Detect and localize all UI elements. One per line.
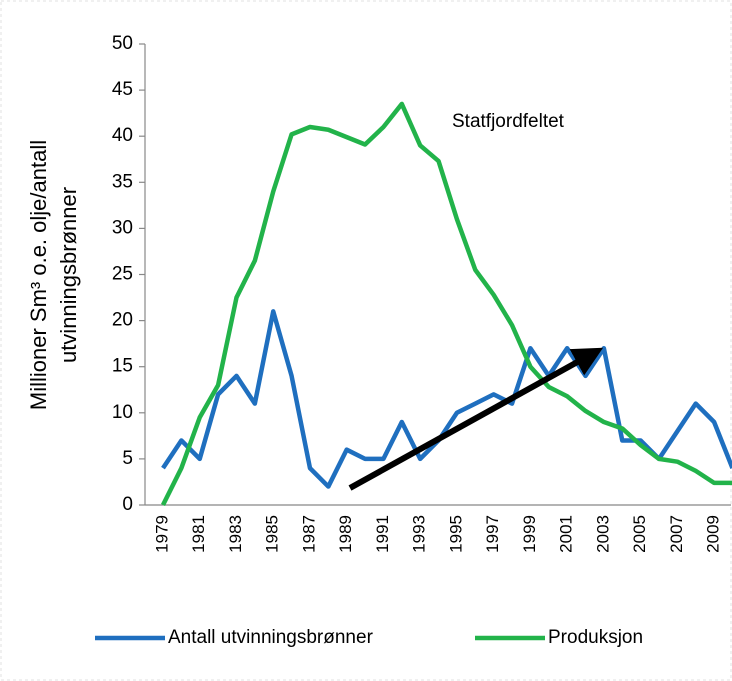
x-tick-label: 1999 bbox=[520, 515, 539, 553]
x-tick-label: 1993 bbox=[410, 515, 429, 553]
y-tick-label: 20 bbox=[112, 310, 133, 331]
y-tick-label: 50 bbox=[112, 33, 133, 54]
y-tick-label: 30 bbox=[112, 217, 133, 238]
annotation: Statfjordfeltet bbox=[452, 111, 565, 132]
x-tick-label: 2009 bbox=[704, 515, 723, 553]
y-tick-label: 10 bbox=[112, 402, 133, 423]
y-tick-label: 45 bbox=[112, 79, 133, 100]
x-tick-label: 2007 bbox=[667, 515, 686, 553]
y-tick-label: 35 bbox=[112, 171, 133, 192]
x-tick-label: 1997 bbox=[483, 515, 502, 553]
x-tick-label: 1983 bbox=[226, 515, 245, 553]
x-tick-label: 2001 bbox=[557, 515, 576, 553]
legend-label: Antall utvinningsbrønner bbox=[168, 627, 374, 648]
legend-label: Produksjon bbox=[548, 627, 643, 648]
x-tick-label: 1991 bbox=[373, 515, 392, 553]
x-tick-label: 1989 bbox=[336, 515, 355, 553]
trend-arrow bbox=[348, 347, 604, 491]
plot: 0 5 10 15 20 25 30 35 40 45 50 1979 1981 1983 1985 1987… bbox=[95, 33, 732, 648]
x-tick-label: 2003 bbox=[593, 515, 612, 553]
y-axis-title: Millioner Sm³ o.e. olje/antall bbox=[26, 140, 51, 410]
y-tick-label: 5 bbox=[122, 448, 133, 469]
data-line bbox=[161, 309, 732, 489]
x-tick-label: 1995 bbox=[446, 515, 465, 553]
y-tick-label: 0 bbox=[122, 494, 133, 515]
y-tick-label: 40 bbox=[112, 125, 133, 146]
data-line bbox=[160, 101, 732, 507]
x-tick-label: 2005 bbox=[630, 515, 649, 553]
x-tick-label: 1981 bbox=[189, 515, 208, 553]
y-axis-title: utvinningsbrønner bbox=[56, 187, 81, 363]
x-tick-label: 1985 bbox=[263, 515, 282, 553]
y-tick-label: 15 bbox=[112, 356, 133, 377]
x-tick-label: 1979 bbox=[152, 515, 171, 553]
x-tick-label: 1987 bbox=[299, 515, 318, 553]
y-tick-label: 25 bbox=[112, 264, 133, 285]
